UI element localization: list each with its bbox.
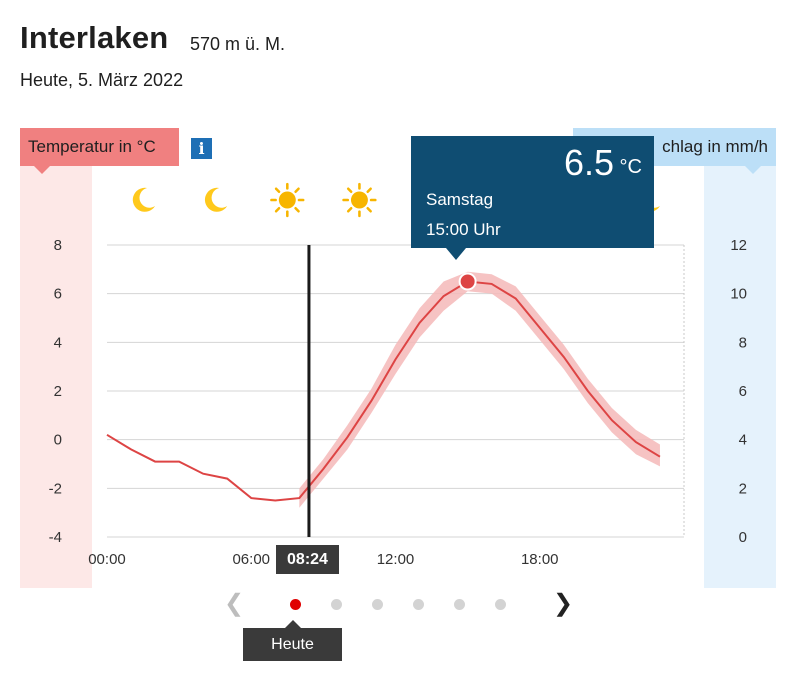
chart-tooltip: 6.5 °C Samstag 15:00 Uhr	[411, 136, 654, 248]
tooltip-day: Samstag	[426, 190, 494, 209]
tooltip-unit: °C	[619, 156, 642, 178]
temperature-axis-band	[20, 165, 92, 588]
tooltip-time: 15:00 Uhr	[426, 220, 501, 239]
x-tick-label: 06:00	[232, 551, 270, 568]
heute-label: Heute	[243, 628, 342, 661]
page-title: Interlaken	[20, 20, 169, 55]
y-tick-label: -2	[49, 480, 62, 497]
moon-icon	[132, 187, 156, 212]
pagination-dot[interactable]	[331, 599, 342, 610]
temperature-label-pointer	[33, 165, 51, 174]
x-tick-label: 12:00	[377, 551, 415, 568]
y2-tick-label: 12	[730, 237, 747, 254]
y-tick-label: -4	[49, 529, 62, 546]
temperature-axis-label: Temperatur in °C	[20, 128, 179, 166]
pagination-dot[interactable]	[495, 599, 506, 610]
x-tick-label: 18:00	[521, 551, 559, 568]
date-label: Heute, 5. März 2022	[20, 70, 184, 90]
y2-tick-label: 2	[739, 480, 747, 497]
y-tick-label: 8	[54, 237, 62, 254]
current-time-label: 08:24	[276, 545, 339, 574]
chevron-right-icon[interactable]: ❯	[553, 590, 574, 617]
highlight-point[interactable]	[458, 272, 477, 291]
precipitation-label-pointer	[744, 165, 762, 174]
tooltip-value: 6.5	[563, 142, 614, 183]
pagination-dot[interactable]	[290, 599, 301, 610]
pagination-dot[interactable]	[413, 599, 424, 610]
y-tick-label: 2	[54, 383, 62, 400]
y-tick-label: 0	[54, 432, 62, 449]
heute-label-pointer	[284, 620, 302, 629]
info-icon[interactable]: i	[191, 138, 212, 159]
y2-tick-label: 8	[739, 334, 747, 351]
y2-tick-label: 10	[730, 286, 747, 303]
tooltip-pointer	[446, 248, 466, 260]
temperature-range-band	[299, 271, 660, 508]
precipitation-axis-band	[704, 165, 776, 588]
temperature-line	[106, 280, 661, 502]
chevron-left-icon[interactable]: ❮	[224, 590, 245, 617]
pagination-dot[interactable]	[454, 599, 465, 610]
y-tick-label: 6	[54, 286, 62, 303]
y2-tick-label: 4	[739, 432, 747, 449]
sun-icon	[270, 182, 305, 218]
pagination-dot[interactable]	[372, 599, 383, 610]
sun-icon	[342, 182, 377, 218]
y2-tick-label: 6	[739, 383, 747, 400]
y2-tick-label: 0	[739, 529, 747, 546]
y-tick-label: 4	[54, 334, 62, 351]
x-tick-label: 00:00	[88, 551, 126, 568]
moon-icon	[204, 187, 228, 212]
altitude-label: 570 m ü. M.	[190, 34, 286, 54]
